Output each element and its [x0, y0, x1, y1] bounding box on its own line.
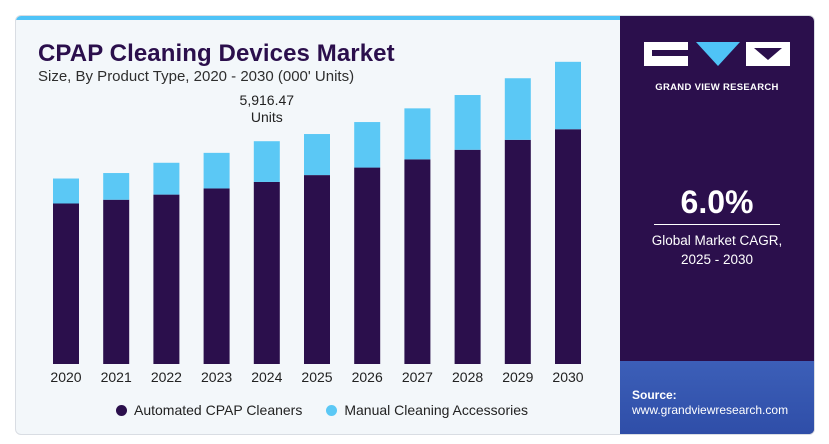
chart-legend: Automated CPAP Cleaners Manual Cleaning … — [116, 402, 552, 418]
x-tick-label-2030: 2030 — [552, 369, 583, 385]
bar-manual-2020 — [53, 178, 79, 204]
bar-automated-2030 — [555, 129, 581, 364]
bar-manual-2023 — [203, 152, 230, 189]
chart-subtitle: Size, By Product Type, 2020 - 2030 (000'… — [38, 68, 355, 85]
x-tick-label-2025: 2025 — [301, 369, 332, 385]
chart-card: CPAP Cleaning Devices Market Size, By Pr… — [15, 15, 815, 435]
bar-automated-2020 — [53, 203, 79, 364]
x-tick-label-2023: 2023 — [201, 369, 232, 385]
bar-automated-2023 — [203, 188, 230, 364]
cagr-label-line1: Global Market CAGR, — [651, 233, 783, 248]
logo-icon — [644, 42, 790, 66]
bar-manual-2026 — [354, 122, 381, 168]
x-tick-label-2028: 2028 — [452, 369, 483, 385]
cagr-label: Global Market CAGR, 2025 - 2030 — [620, 231, 814, 269]
accent-bar — [16, 16, 620, 20]
x-tick-label-2020: 2020 — [50, 369, 81, 385]
bar-manual-2024 — [253, 141, 280, 182]
legend-dot-manual — [326, 404, 338, 416]
cagr-value: 6.0% — [680, 184, 754, 220]
bar-automated-2021 — [103, 199, 130, 364]
cagr-divider — [654, 224, 780, 225]
cagr-label-line2: 2025 - 2030 — [680, 252, 754, 267]
bar-automated-2024 — [253, 181, 280, 364]
annotation-value: 5,916.47 — [240, 92, 295, 108]
x-tick-label-2029: 2029 — [502, 369, 533, 385]
bar-manual-2029 — [504, 78, 531, 140]
bar-manual-2027 — [404, 108, 431, 160]
chart-title: CPAP Cleaning Devices Market — [38, 40, 395, 67]
legend-item-automated: Automated CPAP Cleaners — [116, 402, 302, 418]
bar-manual-2028 — [454, 95, 481, 150]
bar-automated-2025 — [304, 175, 330, 364]
bar-automated-2022 — [153, 194, 180, 364]
x-tick-label-2021: 2021 — [101, 369, 132, 385]
x-tick-label-2022: 2022 — [151, 369, 182, 385]
bar-manual-2022 — [153, 162, 180, 195]
x-tick-label-2027: 2027 — [402, 369, 433, 385]
annotation-unit: Units — [251, 109, 283, 125]
source-label: Source: — [632, 388, 677, 402]
summary-panel: GRAND VIEW RESEARCH 6.0% Global Market C… — [620, 16, 814, 434]
bar-manual-2025 — [304, 134, 330, 176]
bar-automated-2028 — [454, 149, 481, 364]
legend-item-manual: Manual Cleaning Accessories — [326, 402, 528, 418]
legend-label-manual: Manual Cleaning Accessories — [344, 402, 529, 418]
legend-label-automated: Automated CPAP Cleaners — [134, 402, 303, 418]
source-panel: Source: www.grandviewresearch.com — [620, 361, 814, 434]
x-tick-label-2026: 2026 — [352, 369, 383, 385]
bar-automated-2026 — [354, 167, 381, 364]
bar-manual-2030 — [555, 61, 581, 130]
x-tick-label-2024: 2024 — [251, 369, 282, 385]
grand-view-research-logo: GRAND VIEW RESEARCH — [644, 40, 790, 102]
bar-automated-2029 — [504, 139, 531, 364]
legend-dot-automated — [116, 404, 127, 416]
logo-text: GRAND VIEW RESEARCH — [655, 82, 779, 93]
source-link[interactable]: www.grandviewresearch.com — [632, 403, 789, 417]
bar-manual-2021 — [103, 173, 130, 200]
bar-automated-2027 — [404, 159, 431, 364]
